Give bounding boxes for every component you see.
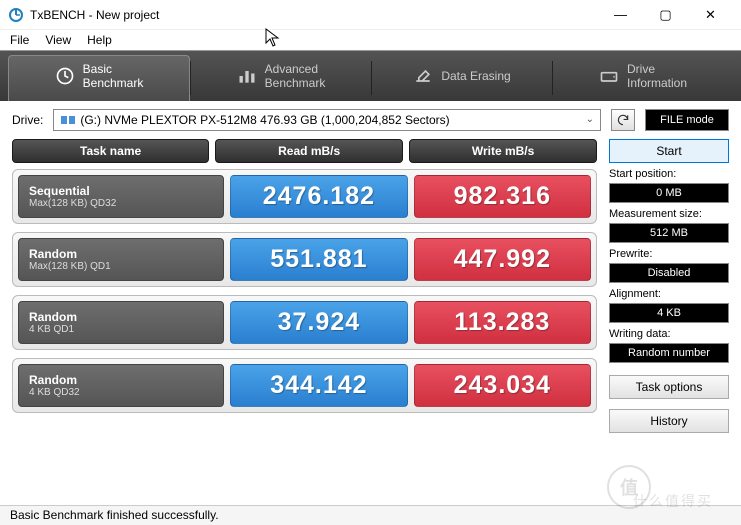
task-cell: RandomMax(128 KB) QD1 (18, 238, 224, 281)
status-bar: Basic Benchmark finished successfully. (0, 505, 741, 525)
app-icon (8, 7, 24, 23)
task-name: Random (29, 310, 213, 324)
drive-icon (599, 66, 619, 86)
measurement-size-label: Measurement size: (609, 208, 729, 220)
alignment-value[interactable]: 4 KB (609, 303, 729, 323)
task-sub: 4 KB QD32 (29, 387, 213, 398)
close-button[interactable]: ✕ (688, 0, 733, 30)
write-value: 447.992 (414, 238, 591, 281)
menu-file[interactable]: File (10, 33, 29, 47)
task-name: Random (29, 373, 213, 387)
result-row: RandomMax(128 KB) QD1551.881447.992 (12, 232, 597, 287)
chevron-down-icon: ⌄ (586, 114, 594, 125)
drive-select[interactable]: (G:) NVMe PLEXTOR PX-512M8 476.93 GB (1,… (53, 109, 601, 131)
task-name: Random (29, 247, 213, 261)
task-name: Sequential (29, 184, 213, 198)
drive-label: Drive: (12, 113, 43, 127)
write-value: 243.034 (414, 364, 591, 407)
task-cell: Random4 KB QD32 (18, 364, 224, 407)
result-row: Random4 KB QD137.924113.283 (12, 295, 597, 350)
read-value: 344.142 (230, 364, 407, 407)
header-write: Write mB/s (409, 139, 597, 163)
minimize-button[interactable]: — (598, 0, 643, 30)
drive-row: Drive: (G:) NVMe PLEXTOR PX-512M8 476.93… (0, 101, 741, 139)
task-options-button[interactable]: Task options (609, 375, 729, 399)
tab-advanced-benchmark[interactable]: AdvancedBenchmark (191, 55, 371, 101)
results-table: Task name Read mB/s Write mB/s Sequentia… (12, 139, 597, 433)
writing-data-value[interactable]: Random number (609, 343, 729, 363)
task-sub: Max(128 KB) QD32 (29, 198, 213, 209)
file-mode-button[interactable]: FILE mode (645, 109, 729, 131)
read-value: 551.881 (230, 238, 407, 281)
task-cell: Random4 KB QD1 (18, 301, 224, 344)
header-read: Read mB/s (215, 139, 403, 163)
menubar: File View Help (0, 30, 741, 50)
task-sub: Max(128 KB) QD1 (29, 261, 213, 272)
side-panel: Start Start position: 0 MB Measurement s… (609, 139, 729, 433)
read-value: 2476.182 (230, 175, 407, 218)
writing-data-label: Writing data: (609, 328, 729, 340)
history-button[interactable]: History (609, 409, 729, 433)
menu-view[interactable]: View (45, 33, 71, 47)
write-value: 113.283 (414, 301, 591, 344)
write-value: 982.316 (414, 175, 591, 218)
tab-row: BasicBenchmark AdvancedBenchmark Data Er… (0, 50, 741, 101)
watermark-icon: 值 (607, 465, 651, 509)
tab-label: Basic (83, 62, 112, 76)
prewrite-value[interactable]: Disabled (609, 263, 729, 283)
erase-icon (413, 66, 433, 86)
menu-help[interactable]: Help (87, 33, 112, 47)
result-row: Random4 KB QD32344.142243.034 (12, 358, 597, 413)
read-value: 37.924 (230, 301, 407, 344)
start-position-label: Start position: (609, 168, 729, 180)
refresh-button[interactable] (611, 109, 635, 131)
header-task: Task name (12, 139, 209, 163)
tab-basic-benchmark[interactable]: BasicBenchmark (8, 55, 190, 101)
task-sub: 4 KB QD1 (29, 324, 213, 335)
maximize-button[interactable]: ▢ (643, 0, 688, 30)
start-position-value[interactable]: 0 MB (609, 183, 729, 203)
drive-text: (G:) NVMe PLEXTOR PX-512M8 476.93 GB (1,… (80, 113, 449, 127)
tab-drive-information[interactable]: DriveInformation (553, 55, 733, 101)
result-row: SequentialMax(128 KB) QD322476.182982.31… (12, 169, 597, 224)
measurement-size-value[interactable]: 512 MB (609, 223, 729, 243)
tab-data-erasing[interactable]: Data Erasing (372, 55, 552, 101)
window-title: TxBENCH - New project (30, 8, 598, 22)
drive-small-icon (60, 114, 76, 126)
bars-icon (237, 66, 257, 86)
start-button[interactable]: Start (609, 139, 729, 163)
alignment-label: Alignment: (609, 288, 729, 300)
task-cell: SequentialMax(128 KB) QD32 (18, 175, 224, 218)
clock-icon (55, 66, 75, 86)
prewrite-label: Prewrite: (609, 248, 729, 260)
titlebar: TxBENCH - New project — ▢ ✕ (0, 0, 741, 30)
refresh-icon (616, 113, 630, 127)
